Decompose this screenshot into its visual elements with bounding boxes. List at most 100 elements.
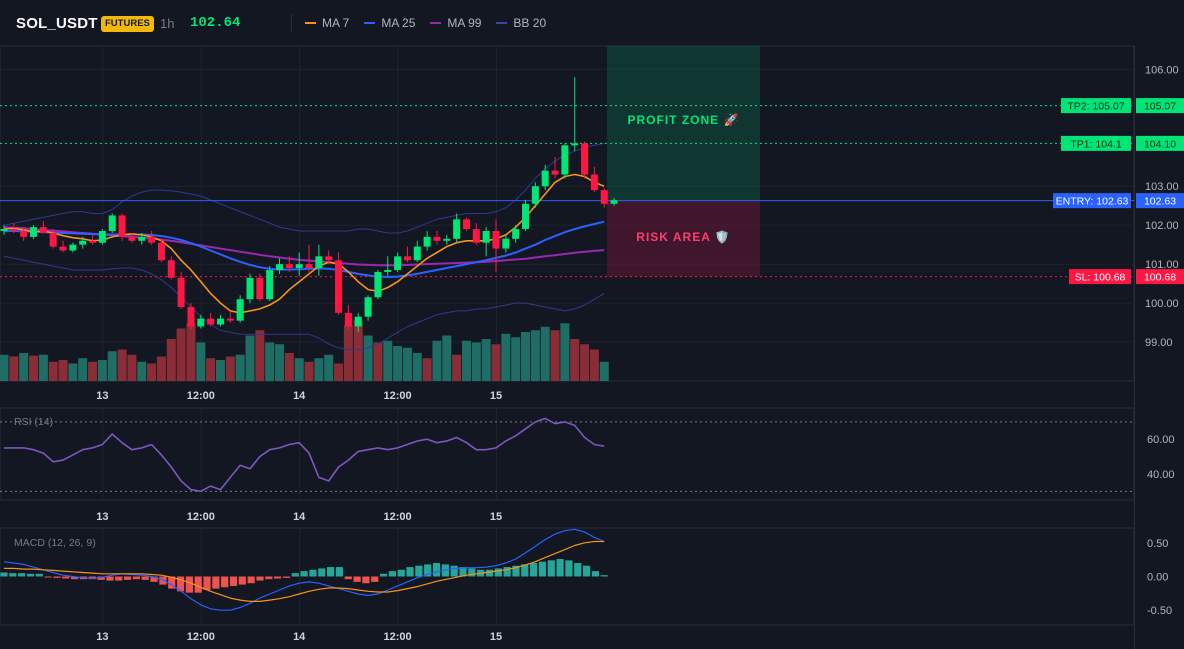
axis-tag-label-entry: 102.63 <box>1144 196 1176 208</box>
volume-bar <box>550 330 560 381</box>
macd-histogram-bar <box>115 576 123 581</box>
level-tag-label-tp1: TP1: 104.1 <box>1070 138 1122 150</box>
level-tag-label-entry: ENTRY: 102.63 <box>1056 196 1129 208</box>
candle-body <box>30 227 38 237</box>
macd-histogram-bar <box>556 558 564 577</box>
legend-ma99[interactable]: MA 99 <box>430 16 481 30</box>
volume-bar <box>540 326 550 381</box>
volume-bar <box>147 363 157 381</box>
time-axis-tick: 12:00 <box>384 390 412 402</box>
candle-body <box>276 264 284 270</box>
timeframe-label[interactable]: 1h <box>160 16 175 31</box>
price-axis-tick: 102.00 <box>1145 220 1179 232</box>
axis-tag-sl <box>1136 269 1184 285</box>
time-axis-tick: 13 <box>96 511 108 523</box>
candle-body <box>453 219 461 239</box>
price-axis-tick: 100.00 <box>1145 298 1179 310</box>
legend-bb20[interactable]: BB 20 <box>496 16 546 30</box>
symbol-title[interactable]: SOL_USDT <box>16 15 98 32</box>
candle-body <box>482 231 490 243</box>
legend-ma99-label: MA 99 <box>447 16 482 30</box>
volume-bar <box>38 354 48 381</box>
legend-ma7[interactable]: MA 7 <box>305 16 349 30</box>
axis-tag-tp1 <box>1136 135 1184 151</box>
macd-histogram-bar <box>468 568 476 577</box>
price-axis-tick: 106.00 <box>1145 64 1179 76</box>
volume-bar <box>511 337 521 381</box>
candle-body <box>462 219 470 230</box>
bb-upper-line <box>3 142 605 234</box>
candle-body <box>49 232 57 247</box>
macd-histogram-bar <box>256 576 264 581</box>
ma7-line <box>3 173 605 314</box>
legend-ma25-swatch <box>364 22 376 24</box>
time-axis-tick: 14 <box>293 390 306 402</box>
candle-body <box>344 312 352 327</box>
time-axis-tick: 12:00 <box>187 511 215 523</box>
macd-histogram-bar <box>371 576 379 582</box>
macd-histogram-bar <box>424 564 432 577</box>
candle-body <box>610 200 618 204</box>
volume-bar <box>156 356 166 381</box>
macd-histogram-bar <box>88 576 96 580</box>
rsi-title: RSI (14) <box>14 416 53 428</box>
macd-histogram-bar <box>344 576 352 580</box>
candle-body <box>472 229 480 243</box>
rsi-axis-tick: 40.00 <box>1147 469 1175 481</box>
legend-ma25[interactable]: MA 25 <box>364 16 415 30</box>
level-tag-label-tp2: TP2: 105.07 <box>1067 101 1124 113</box>
volume-bar <box>373 342 383 381</box>
macd-histogram-bar <box>362 576 370 584</box>
candle-body <box>374 271 382 298</box>
candle-body <box>20 231 28 237</box>
volume-bar <box>275 344 285 381</box>
volume-bar <box>245 335 255 381</box>
macd-histogram-bar <box>335 567 344 577</box>
risk-zone-label: RISK AREA 🛡️ <box>636 230 730 244</box>
candle-body <box>354 316 362 327</box>
macd-histogram-bar <box>397 569 405 577</box>
candle-body <box>492 231 500 249</box>
macd-axis-tick: 0.00 <box>1147 572 1168 584</box>
axis-tag-label-sl: 100.68 <box>1144 272 1176 284</box>
indicator-legend: MA 7 MA 25 MA 99 BB 20 <box>305 16 561 30</box>
volume-bar <box>215 360 225 381</box>
price-axis-tick: 103.00 <box>1145 181 1179 193</box>
volume-bar <box>589 349 599 381</box>
macd-histogram-bar <box>44 576 52 578</box>
macd-histogram-bar <box>62 576 70 579</box>
macd-histogram-bar <box>574 563 582 577</box>
time-axis-tick: 14 <box>293 511 306 523</box>
macd-histogram-bar <box>300 571 308 577</box>
macd-histogram-bar <box>274 576 282 579</box>
candle-body <box>433 236 441 241</box>
candle-body <box>177 277 185 307</box>
bb-lower-line <box>3 255 605 351</box>
chart-header: SOL_USDT FUTURES 1h 102.64 MA 7 MA 25 MA… <box>0 0 1184 46</box>
volume-bar <box>521 332 531 381</box>
candle-body <box>443 238 451 241</box>
macd-axis-tick: -0.50 <box>1147 605 1172 617</box>
volume-bar <box>491 344 501 381</box>
volume-bar <box>353 319 363 381</box>
macd-histogram-bar <box>247 576 255 584</box>
rsi-axis-tick: 60.00 <box>1147 434 1175 446</box>
macd-title: MACD (12, 26, 9) <box>14 537 96 549</box>
candle-body <box>541 170 549 187</box>
macd-line <box>3 528 605 611</box>
legend-bb20-label: BB 20 <box>513 16 547 30</box>
macd-histogram-bar <box>388 571 396 577</box>
candle-body <box>118 215 126 237</box>
macd-histogram-bar <box>415 565 423 577</box>
candle-body <box>561 145 569 175</box>
macd-histogram-bar <box>379 573 388 577</box>
macd-histogram-bar <box>185 576 193 593</box>
last-price: 102.64 <box>190 15 241 31</box>
candle-body <box>335 260 343 313</box>
candle-body <box>226 318 234 321</box>
volume-bar <box>29 355 39 381</box>
volume-bar <box>471 342 481 381</box>
candle-body <box>59 246 67 251</box>
macd-histogram-bar <box>9 573 17 577</box>
